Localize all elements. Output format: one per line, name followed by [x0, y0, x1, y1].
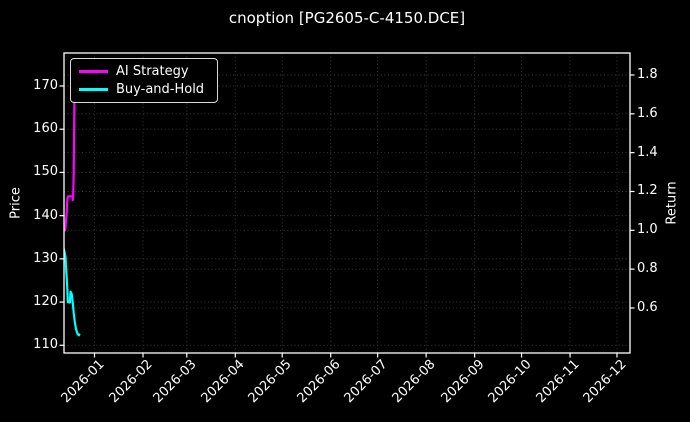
ai-strategy-line-swatch	[79, 70, 108, 74]
buy-and-hold-line-swatch	[79, 87, 108, 91]
plot-frame	[63, 52, 631, 354]
series-line-buy-and-hold	[64, 247, 81, 337]
return-tick-label: 1.0	[637, 222, 658, 238]
return-tick-label: 1.8	[637, 67, 658, 82]
legend: AI Strategy Buy-and-Hold	[70, 58, 218, 103]
return-tick-label: 1.2	[637, 183, 658, 199]
legend-label-ai-strategy: AI Strategy	[116, 64, 189, 80]
series-line-ai-strategy	[64, 87, 76, 232]
price-tick-label: 120	[33, 294, 58, 310]
price-tick-label: 160	[33, 121, 58, 137]
price-tick-label: 150	[33, 164, 58, 180]
legend-item-buy-and-hold: Buy-and-Hold	[79, 82, 207, 98]
price-tick-label: 170	[33, 78, 58, 93]
legend-label-buy-and-hold: Buy-and-Hold	[116, 81, 205, 97]
chart-title: cnoption [PG2605-C-4150.DCE]	[228, 9, 466, 27]
return-tick-label: 1.6	[637, 105, 658, 121]
price-tick-label: 130	[33, 250, 58, 266]
price-tick-label: 140	[33, 207, 58, 223]
return-tick-label: 1.4	[637, 144, 658, 160]
return-tick-label: 0.6	[637, 299, 658, 315]
price-tick-label: 110	[33, 337, 58, 353]
return-tick-label: 0.8	[637, 261, 658, 277]
legend-item-ai-strategy: AI Strategy	[79, 64, 207, 80]
